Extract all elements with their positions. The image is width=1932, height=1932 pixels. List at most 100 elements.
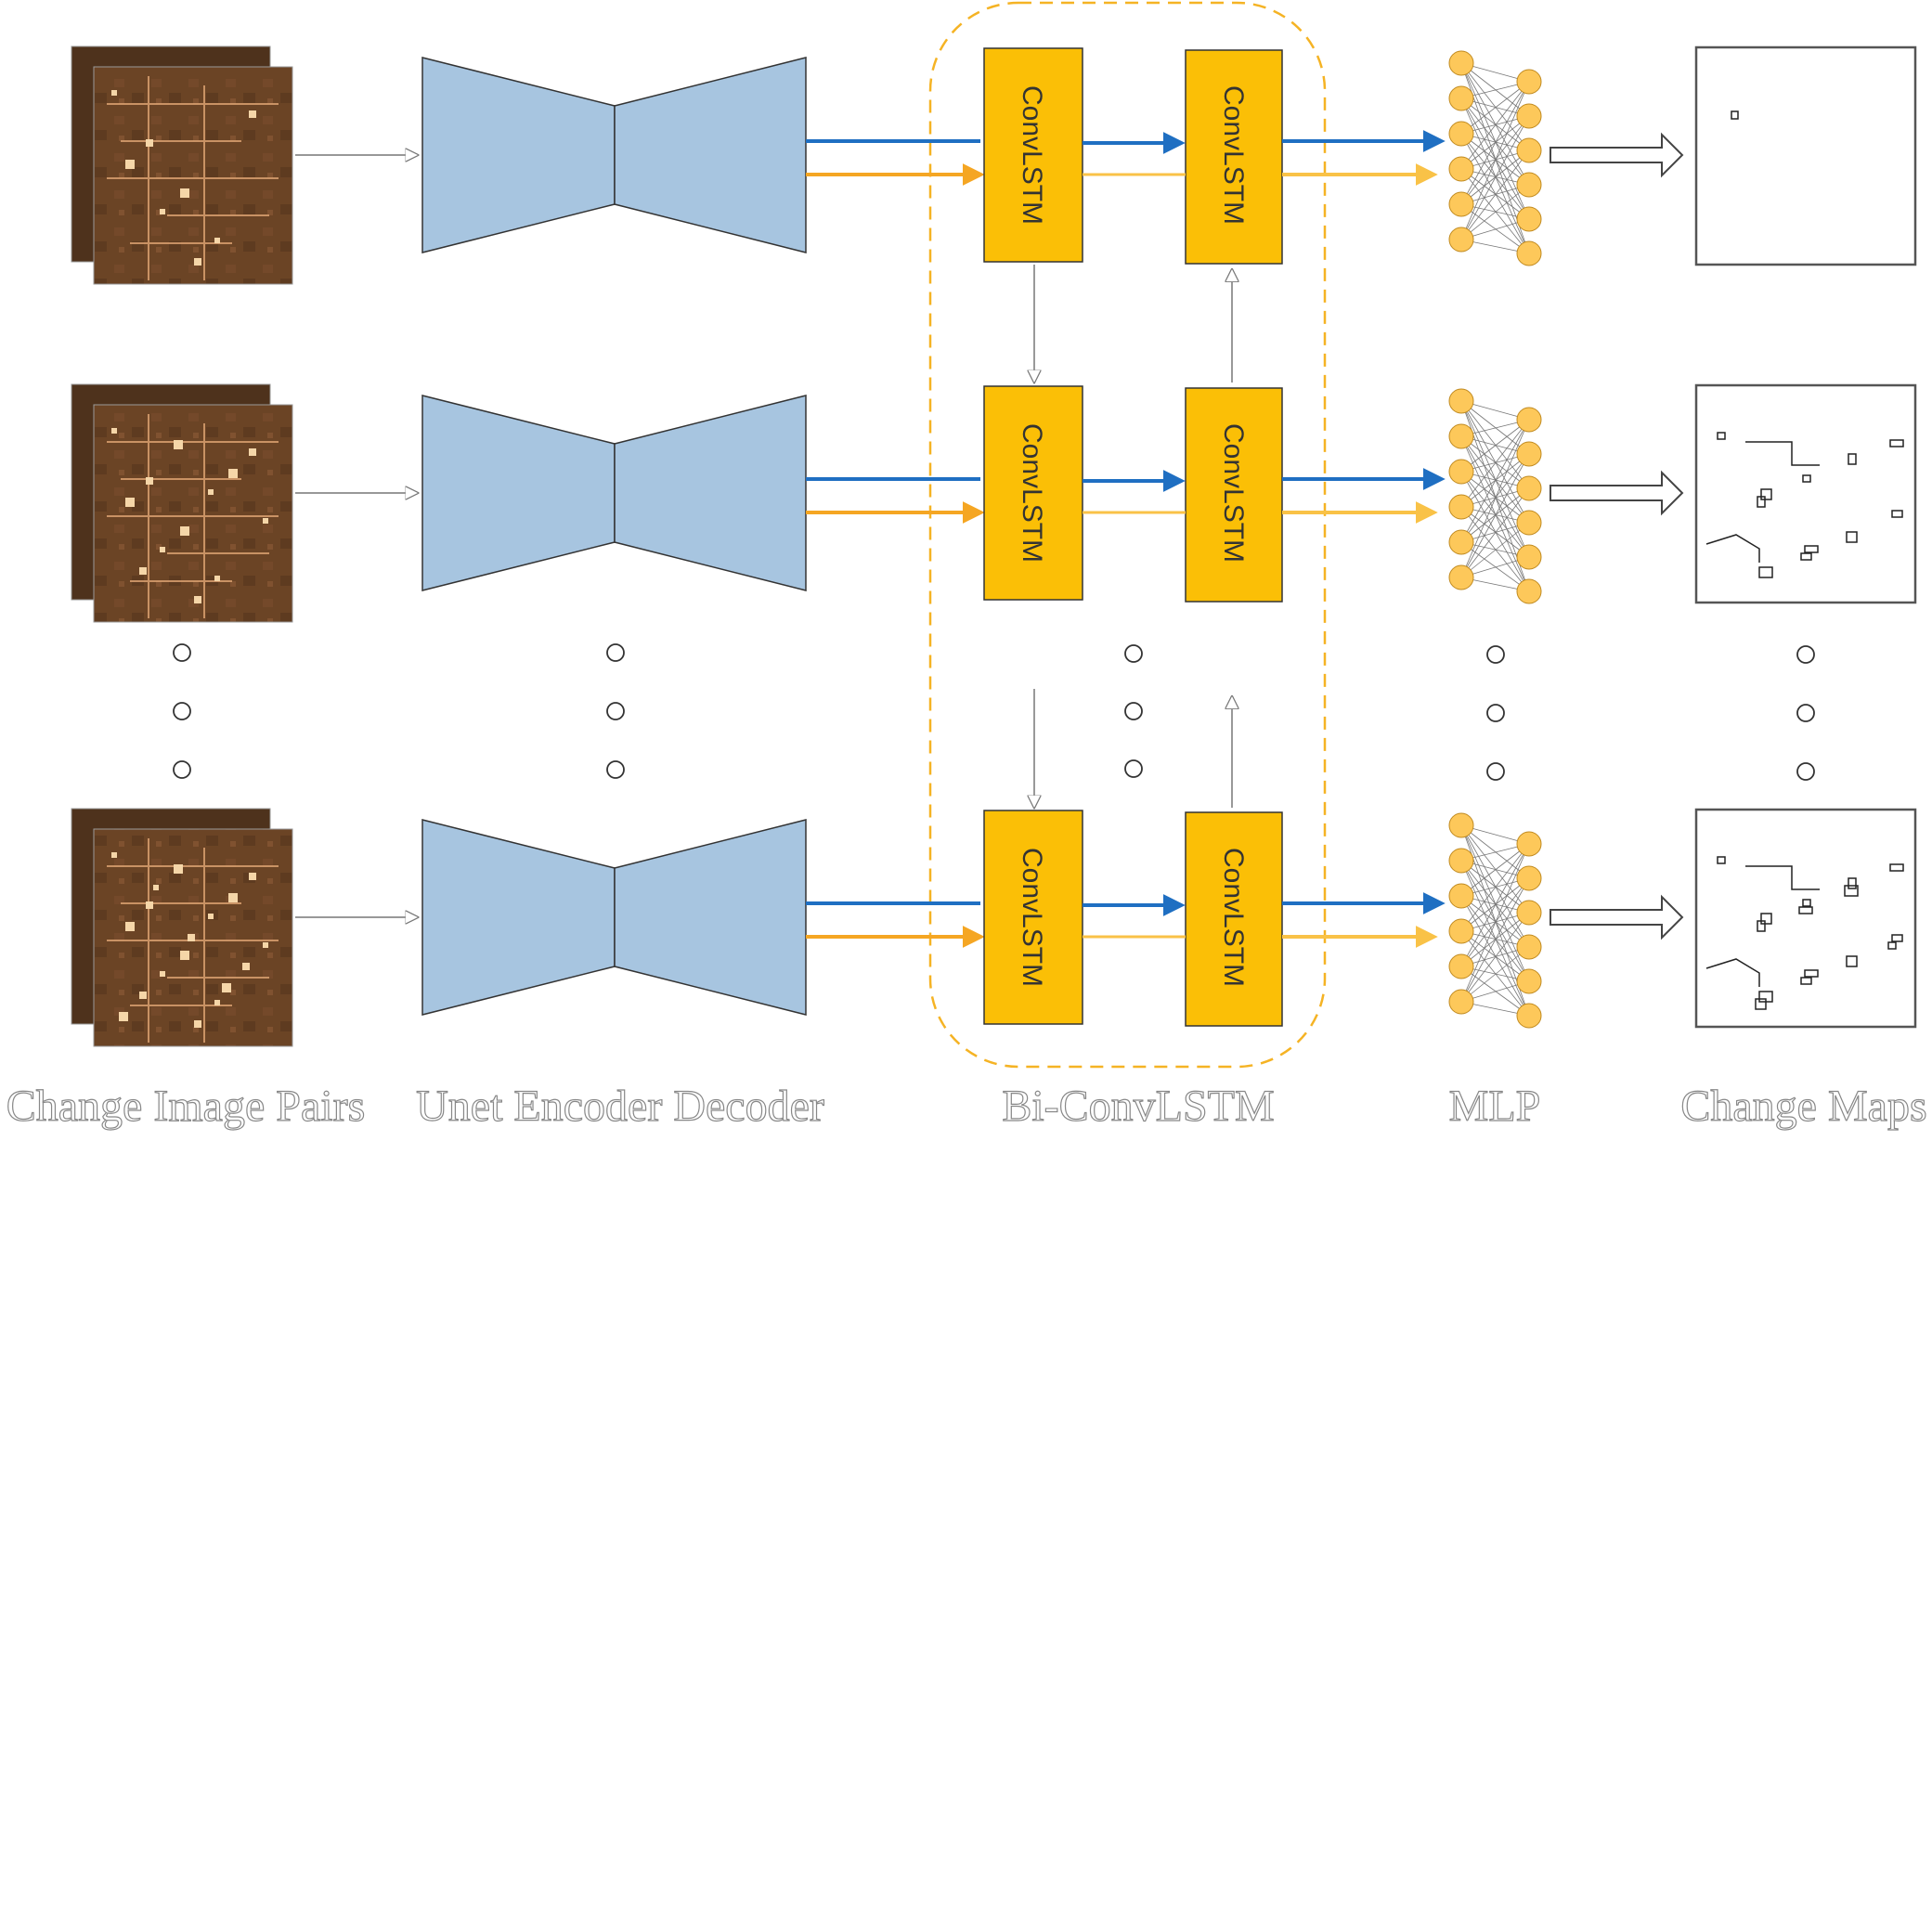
- ellipsis-dot: [606, 702, 625, 720]
- neuron: [1516, 510, 1542, 536]
- convlstm-block: [1185, 49, 1283, 265]
- image-t2: [93, 404, 293, 623]
- unet-decoder: [614, 395, 807, 591]
- unet-block-top: [421, 57, 807, 253]
- mlp-connections: [1460, 824, 1530, 1017]
- neuron: [1516, 103, 1542, 129]
- caption-unet-encoder-decoder: Unet Encoder Decoder: [416, 1082, 824, 1131]
- ellipsis-dot: [1486, 704, 1505, 722]
- neuron: [1516, 407, 1542, 433]
- neuron: [1516, 69, 1542, 95]
- caption-mlp: MLP: [1449, 1082, 1541, 1131]
- convlstm-backward-bottom: ConvLSTM: [983, 810, 1083, 1025]
- neuron: [1516, 900, 1542, 926]
- neuron: [1516, 1003, 1542, 1029]
- neuron: [1448, 191, 1474, 217]
- caption-bi-convlstm: Bi-ConvLSTM: [1002, 1082, 1274, 1131]
- ellipsis-dot: [173, 643, 191, 662]
- convlstm-label: ConvLSTM: [1017, 848, 1047, 987]
- change-map-top: [1694, 45, 1917, 266]
- convlstm-forward-middle: ConvLSTM: [1185, 387, 1283, 603]
- well-pads: [111, 428, 268, 603]
- neuron: [1516, 578, 1542, 604]
- neuron: [1516, 475, 1542, 501]
- neuron: [1516, 240, 1542, 266]
- ellipsis-dot: [606, 643, 625, 662]
- neuron: [1448, 918, 1474, 944]
- convlstm-block: [983, 810, 1083, 1025]
- neuron: [1516, 137, 1542, 163]
- ellipsis-dot: [1486, 645, 1505, 664]
- unet-encoder: [421, 819, 616, 1016]
- ellipsis-dot: [1796, 704, 1815, 722]
- ellipsis-dot: [1486, 762, 1505, 781]
- change-map-marks: [1705, 432, 1904, 578]
- convlstm-block: [983, 47, 1083, 263]
- neuron: [1448, 85, 1474, 111]
- pipeline-row-bottom: ConvLSTM ConvLSTM: [71, 808, 1917, 1047]
- image-pair-middle: [71, 383, 293, 623]
- neuron: [1448, 812, 1474, 838]
- neuron: [1448, 227, 1474, 253]
- neuron: [1448, 883, 1474, 909]
- neuron: [1516, 544, 1542, 570]
- caption-change-maps: Change Maps: [1680, 1082, 1926, 1131]
- mlp-bottom: [1448, 812, 1542, 1029]
- unet-block-middle: [421, 395, 807, 591]
- biconvlstm-container: [928, 1, 1327, 1069]
- ellipsis-dot: [1124, 759, 1143, 778]
- neuron: [1516, 865, 1542, 891]
- neuron: [1448, 423, 1474, 449]
- convlstm-block: [1185, 811, 1283, 1027]
- image-pair-bottom: [71, 808, 293, 1047]
- convlstm-label: ConvLSTM: [1218, 85, 1249, 225]
- neuron: [1448, 953, 1474, 979]
- neuron: [1516, 441, 1542, 467]
- change-map-frame: [1694, 808, 1917, 1029]
- neuron: [1448, 121, 1474, 147]
- convlstm-forward-bottom: ConvLSTM: [1185, 811, 1283, 1027]
- unet-decoder: [614, 57, 807, 253]
- image-pair-top: [71, 45, 293, 285]
- neuron: [1448, 989, 1474, 1015]
- ellipsis-dot: [1124, 702, 1143, 720]
- convlstm-block: [1185, 387, 1283, 603]
- neuron: [1448, 529, 1474, 555]
- output-arrow: [1549, 470, 1684, 516]
- ellipsis-dot: [1796, 762, 1815, 781]
- unet-encoder: [421, 395, 616, 591]
- change-map-marks: [1731, 110, 1739, 120]
- change-map-bottom: [1694, 808, 1917, 1029]
- neuron: [1516, 968, 1542, 994]
- convlstm-forward-top: ConvLSTM: [1185, 49, 1283, 265]
- change-map-marks: [1705, 856, 1904, 1010]
- output-arrow: [1549, 894, 1684, 940]
- convlstm-backward-middle: ConvLSTM: [983, 385, 1083, 601]
- neuron: [1448, 459, 1474, 485]
- neuron: [1516, 934, 1542, 960]
- ellipsis-dot: [606, 760, 625, 779]
- neuron: [1448, 156, 1474, 182]
- neuron: [1516, 831, 1542, 857]
- convlstm-label: ConvLSTM: [1218, 423, 1249, 563]
- well-pads: [111, 90, 256, 266]
- ellipsis-dot: [1796, 645, 1815, 664]
- convlstm-backward-top: ConvLSTM: [983, 47, 1083, 263]
- neuron: [1516, 172, 1542, 198]
- neuron: [1448, 848, 1474, 874]
- mlp-middle: [1448, 388, 1542, 604]
- ellipsis-dot: [1124, 644, 1143, 663]
- change-map-middle: [1694, 383, 1917, 604]
- mlp-top: [1448, 50, 1542, 266]
- caption-change-image-pairs: Change Image Pairs: [6, 1082, 366, 1131]
- unet-decoder: [614, 819, 807, 1016]
- convlstm-label: ConvLSTM: [1017, 423, 1047, 563]
- satellite-features: [107, 414, 279, 618]
- output-arrow: [1549, 132, 1684, 178]
- unet-block-bottom: [421, 819, 807, 1016]
- ellipsis-dot: [173, 702, 191, 720]
- convlstm-label: ConvLSTM: [1218, 848, 1249, 987]
- well-pads: [111, 852, 268, 1028]
- image-t2: [93, 66, 293, 285]
